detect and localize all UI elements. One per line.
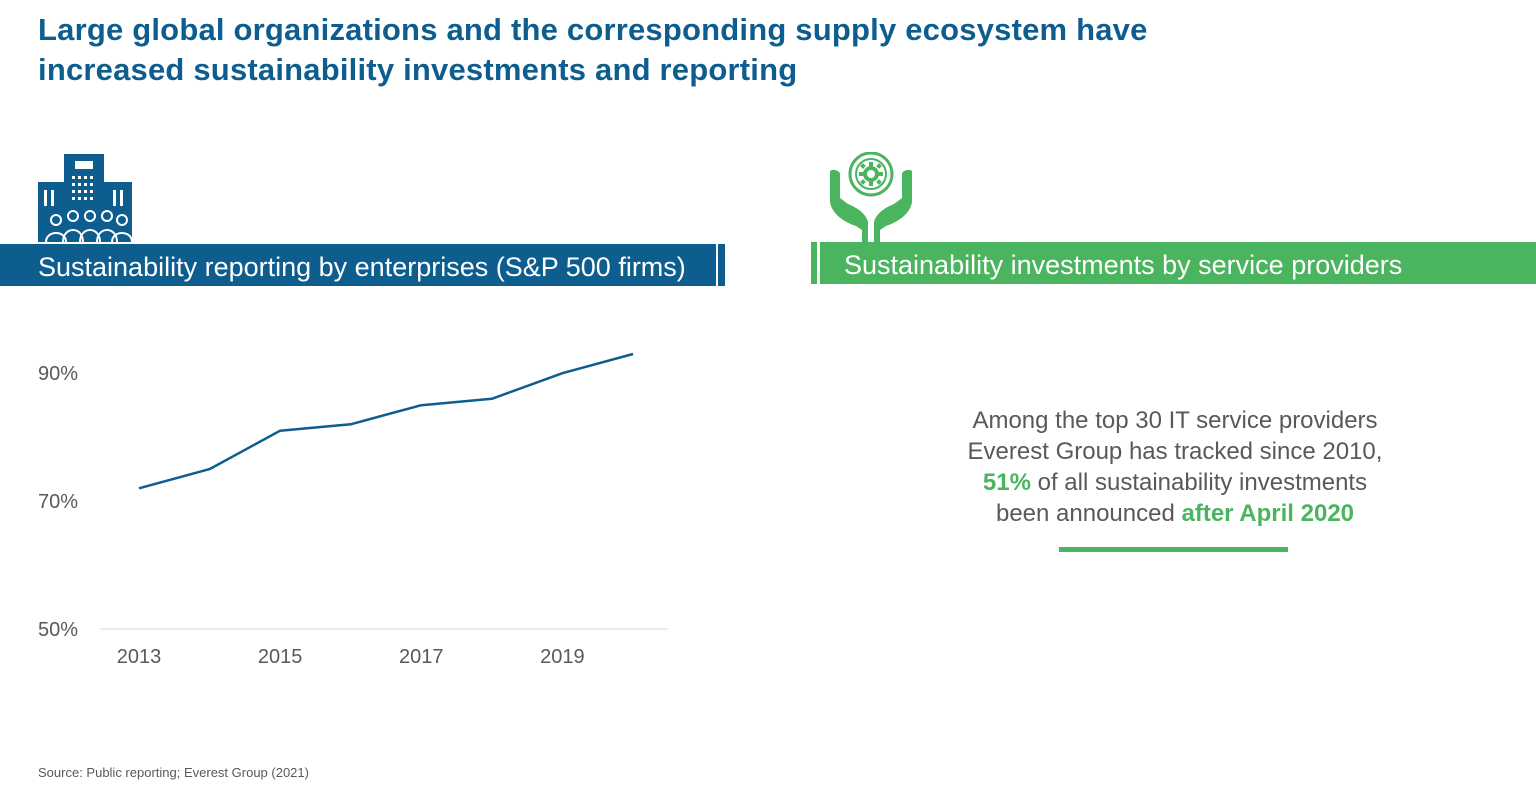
x-tick-label: 2019	[540, 646, 585, 668]
page-title-line-2: increased sustainability investments and…	[38, 52, 798, 87]
reporting-line-chart: 50% 70% 90% 2013 2015 2017 2019	[38, 352, 668, 668]
stat-line-1: Among the top 30 IT service providers	[972, 407, 1378, 434]
y-tick-label: 50%	[38, 619, 78, 641]
page-title-line-1: Large global organizations and the corre…	[38, 12, 1148, 47]
enterprise-reporting-band	[0, 244, 716, 286]
provider-investments-band	[820, 242, 1536, 284]
y-tick-label: 90%	[38, 363, 78, 385]
x-tick-label: 2013	[117, 646, 162, 668]
series-line	[138, 352, 634, 490]
investment-stat-callout: Among the top 30 IT service providers Ev…	[930, 405, 1420, 529]
stat-line-2: Everest Group has tracked since 2010,	[967, 438, 1383, 465]
office-buildings-people-icon	[38, 154, 132, 243]
hands-holding-gear-icon	[830, 152, 912, 242]
series-line-group	[138, 352, 634, 490]
enterprise-reporting-band-stripe	[718, 244, 725, 286]
x-tick-label: 2015	[258, 646, 303, 668]
enterprise-reporting-header: Sustainability reporting by enterprises …	[38, 252, 686, 282]
x-tick-label: 2017	[399, 646, 444, 668]
page-title: Large global organizations and the corre…	[38, 10, 1418, 90]
stat-percent-highlight: 51%	[982, 469, 1031, 496]
stat-line-3: 51% of all sustainability investments	[930, 467, 1420, 498]
stat-line-3-text: of all sustainability investments	[1030, 469, 1368, 496]
y-tick-label: 70%	[38, 491, 78, 513]
provider-investments-band-stripe	[811, 242, 817, 284]
stat-underline-rule	[1059, 547, 1288, 552]
stat-line-4: been announced after April 2020	[930, 498, 1420, 529]
y-axis-ticks: 50% 70% 90%	[38, 363, 78, 641]
stat-line-4-text: been announced	[995, 500, 1182, 527]
stat-date-highlight: after April 2020	[1181, 500, 1355, 527]
x-axis-ticks: 2013 2015 2017 2019	[117, 646, 585, 668]
source-note: Source: Public reporting; Everest Group …	[38, 765, 309, 780]
provider-investments-header: Sustainability investments by service pr…	[844, 250, 1403, 280]
